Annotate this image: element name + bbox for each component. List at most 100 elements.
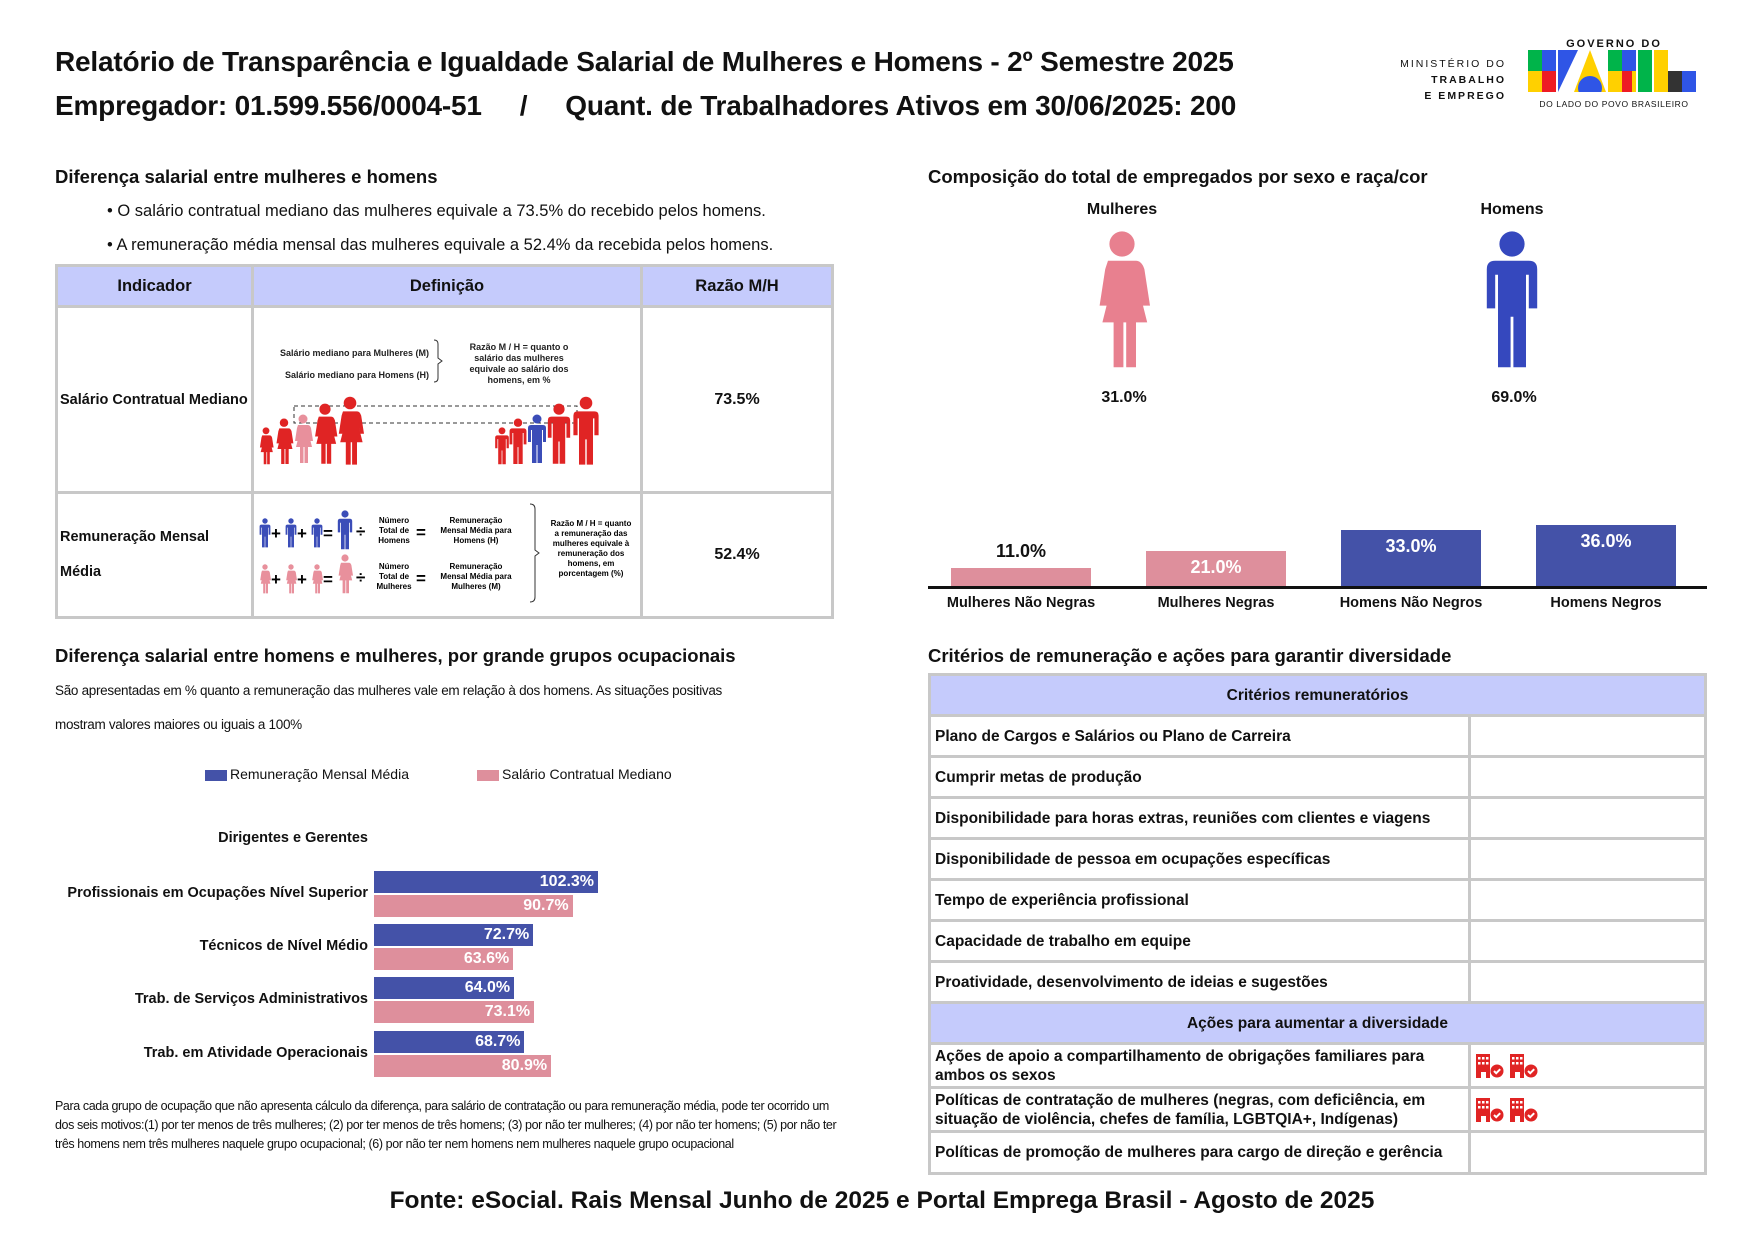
man-icon — [285, 517, 297, 547]
mean-bar: 102.3% — [374, 871, 599, 893]
ratio-median: 73.5% — [640, 305, 834, 494]
svg-text:=: = — [323, 524, 333, 543]
indicator-name: Salário Contratual Mediano — [55, 305, 254, 494]
indicator-line: Média — [60, 564, 102, 580]
active-workers: Quant. de Trabalhadores Ativos em 30/06/… — [565, 90, 1237, 121]
bar-2 — [1341, 529, 1481, 587]
women-label: Mulheres — [1086, 201, 1158, 218]
svg-text:=: = — [416, 569, 426, 588]
criteria-label: Disponibilidade de pessoa em ocupações e… — [928, 837, 1471, 881]
table-row: Salário Contratual Mediano Salário media… — [55, 305, 834, 494]
def-women-median: Salário mediano para Mulheres (M) — [280, 348, 429, 358]
svg-text:+: + — [271, 524, 281, 543]
ministry-line: TRABALHO — [1431, 74, 1506, 86]
mean-bar: 72.7% — [374, 924, 534, 946]
def-text: remuneração dos — [558, 549, 625, 558]
data-label: 21.0% — [1190, 556, 1242, 577]
def-text: porcentagem (%) — [559, 569, 624, 578]
action-mark — [1468, 1086, 1707, 1133]
criteria-label: Cumprir metas de produção — [928, 755, 1471, 799]
criteria-mark — [1468, 878, 1707, 922]
man-icon — [259, 517, 271, 547]
legend-label: Remuneração Mensal Média — [230, 766, 409, 782]
report-title: Relatório de Transparência e Igualdade S… — [55, 46, 1234, 77]
data-label: 64.0% — [464, 979, 511, 996]
action-row: Políticas de promoção de mulheres para c… — [928, 1130, 1707, 1175]
indicator-line: Remuneração Mensal — [60, 529, 210, 545]
indicator-name: Remuneração Mensal Média — [55, 491, 254, 619]
criteria-mark — [1468, 837, 1707, 881]
criteria-table: Critérios remuneratórios Plano de Cargos… — [928, 673, 1707, 1175]
median-bar: 63.6% — [374, 948, 514, 970]
col-definicao: Definição — [251, 264, 643, 308]
category-label: Profissionais em Ocupações Nível Superio… — [67, 885, 368, 901]
def-text: Número — [379, 562, 409, 571]
data-label: 72.7% — [483, 926, 530, 943]
man-icon — [509, 417, 527, 464]
def-ratio-line: equivale ao salário dos — [469, 364, 568, 374]
occupation-desc: São apresentadas em % quanto a remuneraç… — [55, 683, 722, 698]
legend-label: Salário Contratual Mediano — [502, 766, 672, 782]
data-label: 102.3% — [539, 873, 595, 890]
brasil-wordmark — [1528, 50, 1696, 100]
def-text: Total de — [379, 572, 410, 581]
ministry-line: E EMPREGO — [1424, 90, 1506, 102]
def-text: mulheres equivale à — [553, 539, 630, 548]
criteria-row: Plano de Cargos e Salários ou Plano de C… — [928, 714, 1707, 758]
def-text: homens, em — [568, 559, 615, 568]
criteria-mark — [1468, 796, 1707, 840]
svg-text:÷: ÷ — [356, 522, 365, 541]
action-row: Políticas de contratação de mulheres (ne… — [928, 1086, 1707, 1133]
action-label: Ações de apoio a compartilhamento de obr… — [928, 1042, 1471, 1089]
bar-3 — [1536, 524, 1676, 587]
def-text: Homens (H) — [454, 536, 499, 545]
bullet-median: • O salário contratual mediano das mulhe… — [107, 202, 766, 220]
actions-header: Ações para aumentar a diversidade — [928, 1001, 1707, 1045]
svg-text:=: = — [416, 523, 426, 542]
criteria-row: Proatividade, desenvolvimento de ideias … — [928, 960, 1707, 1004]
company-check-icon — [1475, 1052, 1505, 1078]
def-text: Número — [379, 516, 409, 525]
ratio-mean: 52.4% — [640, 491, 834, 619]
woman-icon — [260, 563, 271, 593]
criteria-label: Capacidade de trabalho em equipe — [928, 919, 1471, 963]
women-percent: 31.0% — [1101, 389, 1147, 406]
woman-icon — [276, 417, 294, 464]
median-bar: 80.9% — [374, 1055, 552, 1077]
legend-swatch — [477, 769, 499, 781]
gov-brasil-logo: GOVERNO DO DO LADO DO POVO BRASILEIRO — [1524, 38, 1704, 109]
occupation-title: Diferença salarial entre homens e mulher… — [55, 645, 736, 666]
def-text: Mulheres (M) — [451, 582, 501, 591]
x-tick-label: Mulheres Não Negras — [946, 595, 1096, 611]
def-text: Mensal Média para — [440, 572, 512, 581]
median-bar: 90.7% — [374, 895, 573, 917]
criteria-label: Plano de Cargos e Salários ou Plano de C… — [928, 714, 1471, 758]
def-text: Homens — [378, 536, 410, 545]
man-figure-icon — [1480, 230, 1544, 370]
employer-id: Empregador: 01.599.556/0004-51 — [55, 90, 482, 121]
action-mark — [1468, 1042, 1707, 1089]
def-text: Razão M / H = quanto — [551, 519, 632, 528]
def-text: Total de — [379, 526, 410, 535]
legend-mean: Remuneração Mensal Média — [205, 766, 409, 782]
chart-baseline — [928, 586, 1707, 589]
company-check-icon — [1509, 1096, 1539, 1122]
def-ratio-line: salário das mulheres — [474, 353, 564, 363]
criteria-title: Critérios de remuneração e ações para ga… — [928, 645, 1452, 666]
svg-text:+: + — [297, 524, 307, 543]
mean-bar: 64.0% — [374, 977, 515, 999]
criteria-row: Cumprir metas de produção — [928, 755, 1707, 799]
category-label: Trab. de Serviços Administrativos — [134, 991, 368, 1007]
x-tick-label: Homens Não Negros — [1339, 595, 1483, 611]
woman-icon — [338, 553, 353, 593]
company-check-icon — [1509, 1052, 1539, 1078]
man-icon — [547, 403, 571, 464]
criteria-mark — [1468, 960, 1707, 1004]
employer-line: Empregador: 01.599.556/0004-51 / Quant. de… — [55, 90, 1236, 122]
bar-0 — [951, 567, 1091, 587]
composition-title: Composição do total de empregados por se… — [928, 166, 1428, 187]
col-razao: Razão M/H — [640, 264, 834, 308]
men-percent: 69.0% — [1491, 389, 1537, 406]
legend-swatch — [205, 769, 227, 781]
men-label: Homens — [1480, 201, 1544, 218]
